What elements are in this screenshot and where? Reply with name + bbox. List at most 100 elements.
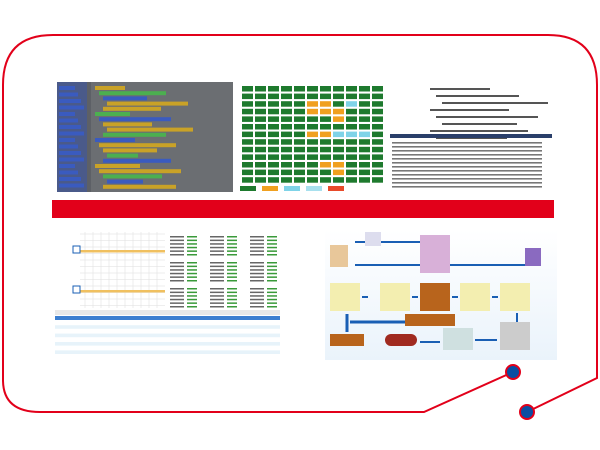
status-cell	[242, 93, 253, 100]
label-text	[250, 302, 264, 304]
label-text	[170, 280, 184, 282]
log-line	[392, 182, 542, 184]
status-cell	[281, 146, 292, 153]
reject-area-box	[405, 314, 455, 326]
value-text	[187, 295, 197, 297]
table-row	[55, 350, 280, 354]
node-marker	[72, 285, 81, 294]
status-cell	[346, 131, 357, 138]
status-cell	[294, 139, 305, 145]
status-cell	[307, 108, 318, 115]
status-cell	[255, 146, 266, 153]
status-cell	[268, 131, 279, 138]
legend-swatch	[284, 186, 300, 191]
status-cell	[333, 177, 344, 183]
code-block	[103, 106, 161, 111]
label-text	[210, 246, 224, 249]
status-cell	[255, 177, 266, 183]
label-text	[170, 262, 184, 264]
status-cell	[320, 124, 331, 130]
status-cell	[372, 169, 383, 176]
status-grid-screenshot	[240, 82, 385, 192]
status-cell	[268, 169, 279, 176]
toolbox-block	[59, 131, 84, 136]
label-text	[250, 295, 264, 297]
value-text	[267, 288, 277, 290]
status-cell	[320, 162, 331, 168]
value-text	[227, 262, 237, 264]
status-cell	[242, 108, 253, 115]
label-text	[210, 291, 224, 294]
value-text	[187, 262, 197, 264]
value-text	[187, 243, 197, 245]
label-text	[210, 239, 224, 242]
server-station-icon	[420, 235, 450, 273]
toolbox-block	[59, 105, 84, 110]
value-text	[227, 236, 237, 238]
status-cell	[307, 154, 318, 160]
status-cell	[294, 116, 305, 122]
value-text	[227, 288, 237, 290]
value-text	[187, 272, 197, 275]
status-cell	[268, 93, 279, 100]
toolbox-block	[59, 86, 75, 90]
code-block	[103, 174, 162, 179]
connector-dot	[505, 364, 521, 380]
code-line	[442, 102, 548, 104]
table-row-selected	[55, 316, 280, 320]
value-text	[187, 291, 197, 294]
node-marker	[72, 245, 81, 254]
value-text	[227, 272, 237, 275]
label-text	[250, 239, 264, 242]
status-cell	[346, 162, 357, 168]
computer-icon	[365, 232, 381, 246]
status-cell	[281, 108, 292, 115]
log-line	[392, 162, 542, 164]
status-cell	[294, 169, 305, 176]
log-line	[392, 158, 542, 160]
status-cell	[372, 124, 383, 130]
table-row	[55, 329, 280, 333]
barcode-box	[500, 283, 530, 311]
label-text	[250, 288, 264, 290]
status-cell	[320, 86, 331, 92]
label-text	[210, 276, 224, 278]
label-text	[170, 306, 184, 308]
status-cell	[307, 124, 318, 130]
warehouse-flow-diagram	[325, 230, 557, 360]
status-cell	[281, 124, 292, 130]
status-cell	[359, 86, 370, 92]
value-text	[227, 254, 237, 256]
value-text	[267, 276, 277, 278]
status-cell	[268, 146, 279, 153]
status-cell	[346, 93, 357, 100]
status-cell	[346, 101, 357, 107]
status-cell	[333, 146, 344, 153]
status-cell	[372, 162, 383, 168]
status-cell	[359, 116, 370, 122]
label-text	[210, 288, 224, 290]
status-cell	[333, 139, 344, 145]
status-cell	[294, 101, 305, 107]
label-text	[170, 295, 184, 297]
label-text	[250, 246, 264, 249]
warehouse-entry-pill	[385, 334, 417, 346]
status-cell	[242, 131, 253, 138]
status-cell	[255, 124, 266, 130]
label-text	[170, 246, 184, 249]
crate-box	[420, 283, 450, 311]
status-cell	[255, 101, 266, 107]
log-line	[392, 166, 542, 168]
value-text	[227, 246, 237, 249]
status-cell	[255, 131, 266, 138]
label-text	[250, 291, 264, 294]
toolbox-block	[59, 125, 81, 129]
status-cell	[359, 139, 370, 145]
value-text	[187, 236, 197, 238]
log-line	[392, 146, 542, 148]
table-header	[55, 310, 280, 315]
status-cell	[372, 116, 383, 122]
value-text	[267, 298, 277, 301]
label-text	[170, 254, 184, 256]
storage-box	[443, 328, 473, 350]
